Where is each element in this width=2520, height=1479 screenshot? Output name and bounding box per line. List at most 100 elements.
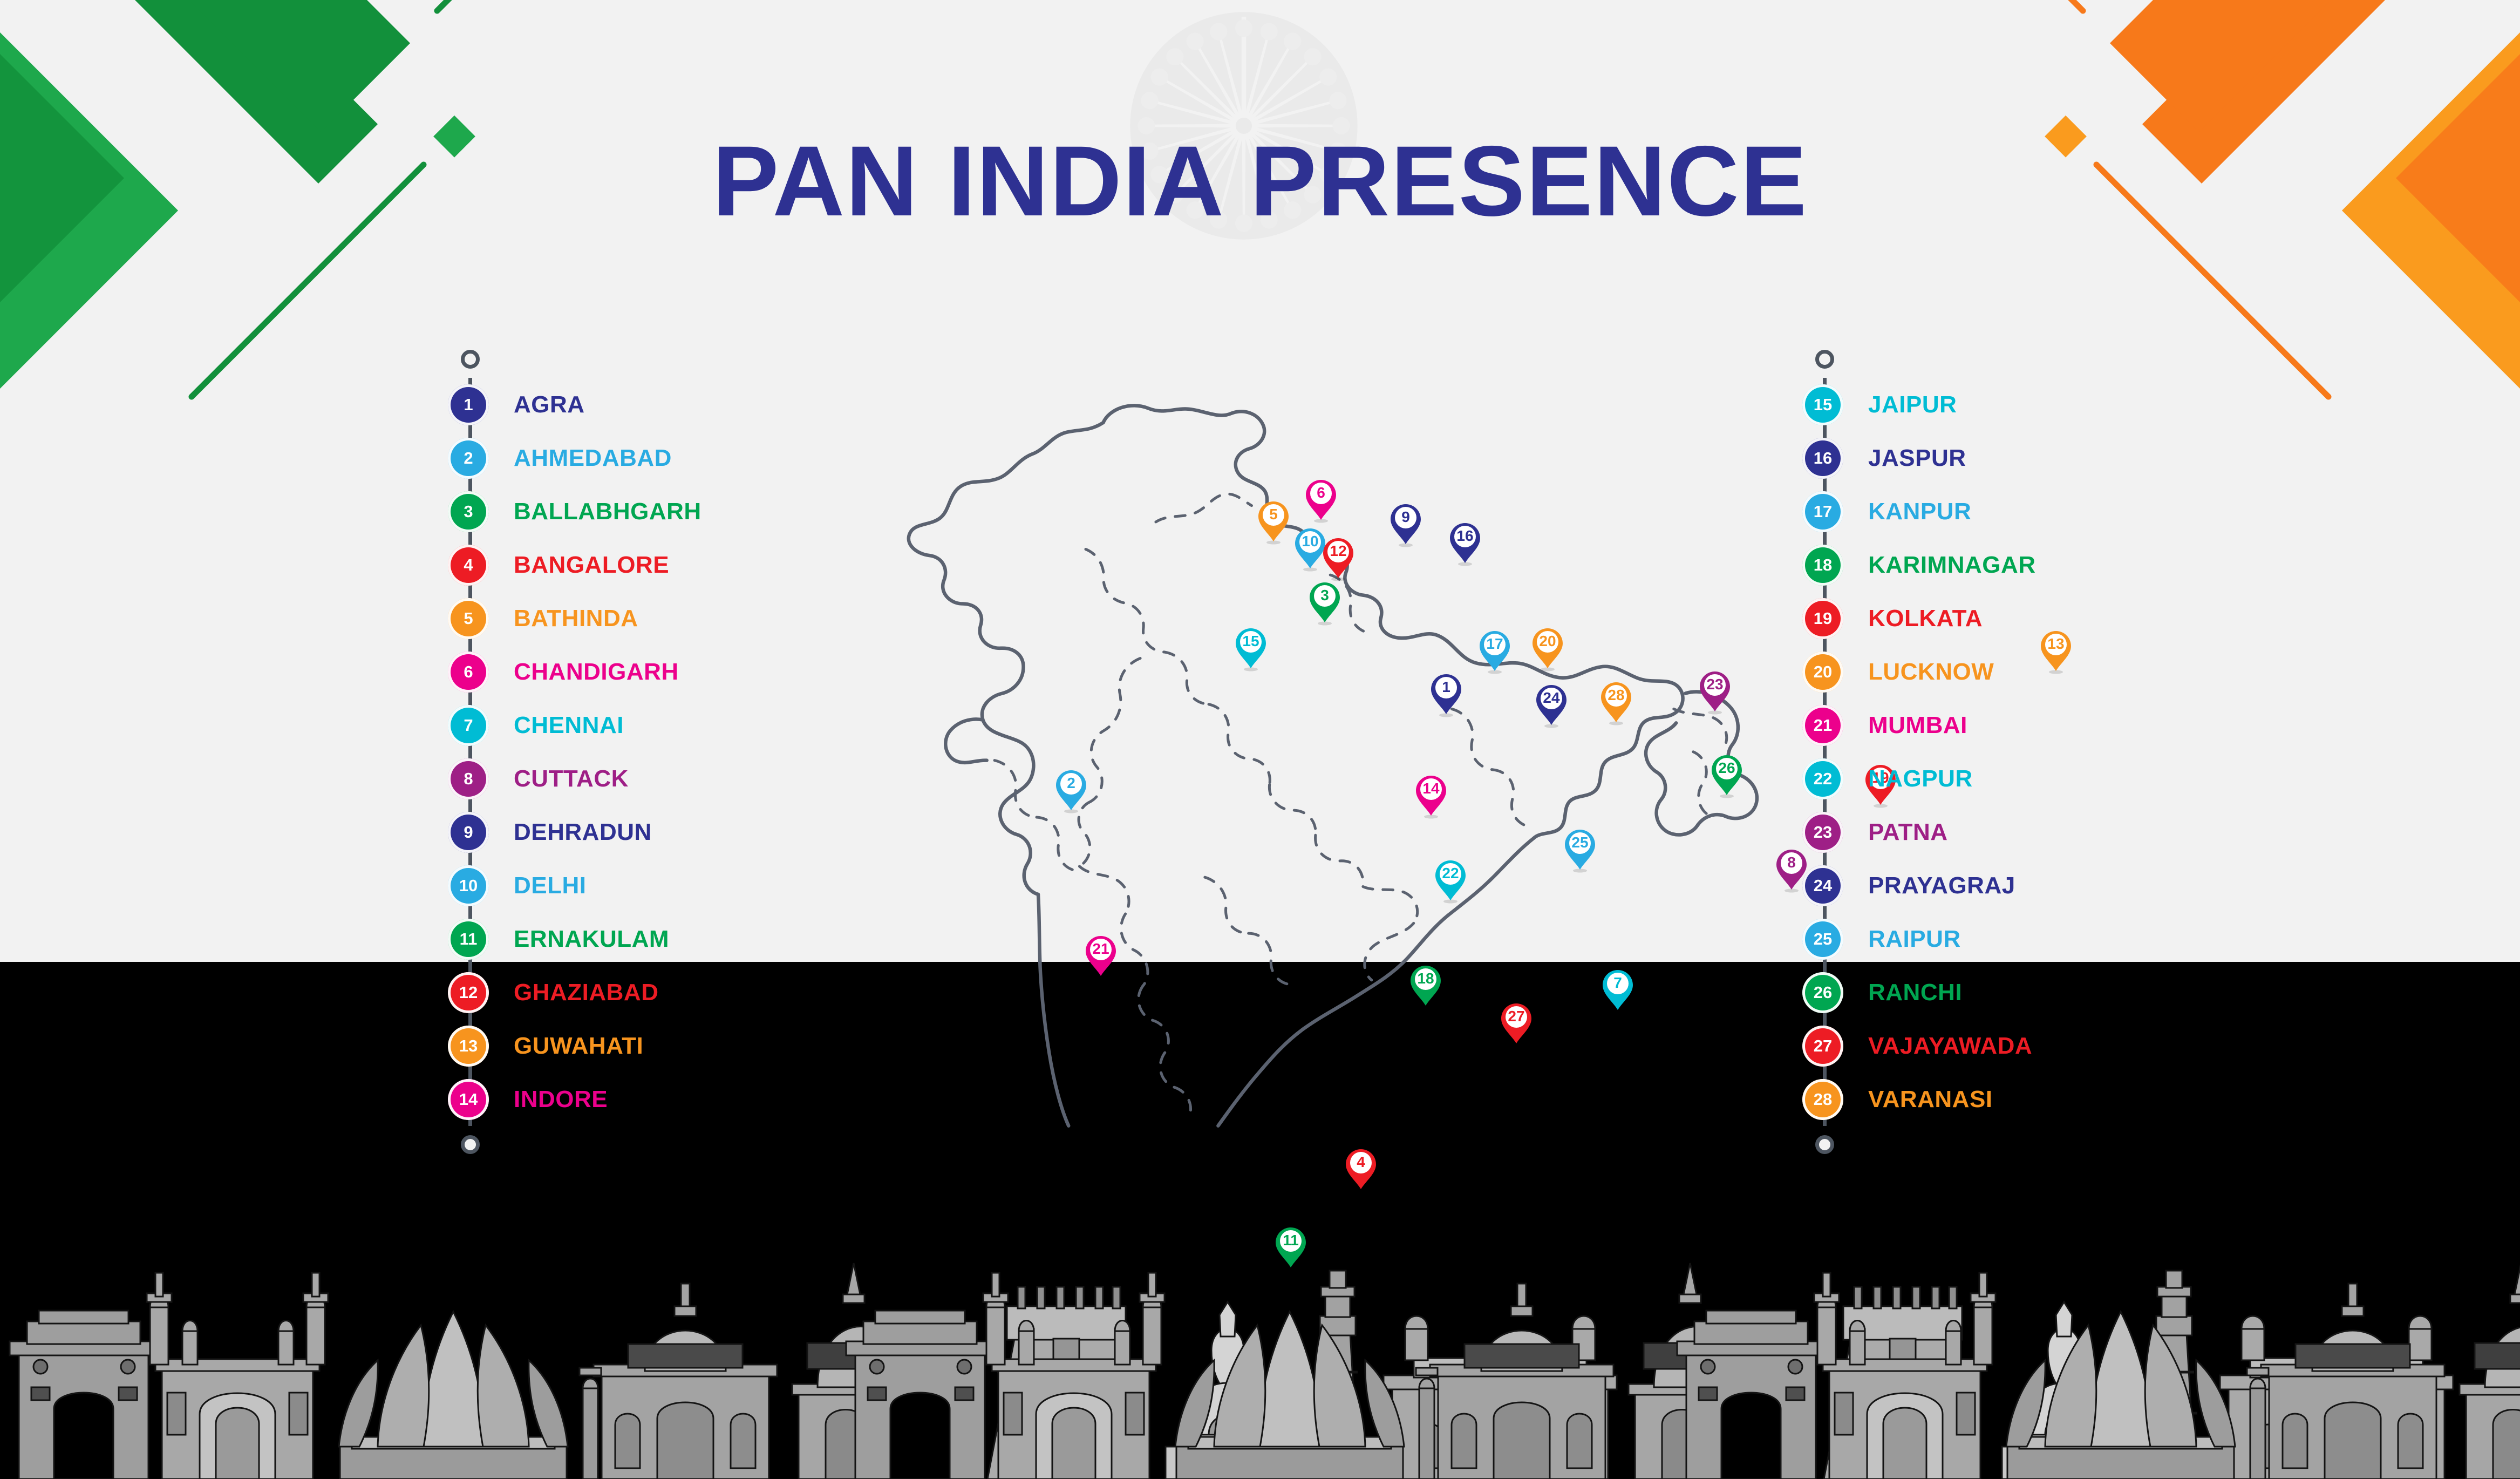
- city-label: JAIPUR: [1868, 391, 1957, 418]
- list-item[interactable]: 12 GHAZIABAD: [448, 966, 934, 1019]
- map-pin-number: 16: [1456, 527, 1474, 544]
- city-label: RAIPUR: [1868, 925, 1961, 952]
- map-pin[interactable]: 15: [1234, 627, 1268, 672]
- list-item[interactable]: 17 KANPUR: [1802, 485, 2288, 538]
- map-pin[interactable]: 1: [1429, 673, 1463, 718]
- timeline-cap-top-left: [461, 350, 480, 369]
- list-item[interactable]: 28 VARANASI: [1802, 1073, 2288, 1126]
- map-pin[interactable]: 11: [1274, 1226, 1307, 1271]
- list-item[interactable]: 6 CHANDIGARH: [448, 645, 934, 698]
- map-pin-number: 23: [1706, 676, 1724, 693]
- city-label: BATHINDA: [514, 605, 638, 632]
- list-item[interactable]: 3 BALLABHGARH: [448, 485, 934, 538]
- city-label: CHENNAI: [514, 711, 624, 738]
- city-label: BANGALORE: [514, 551, 670, 578]
- timeline-cap-bottom-right: [1815, 1135, 1834, 1154]
- city-list-left: 1 AGRA 2 AHMEDABAD 3 BALLABHGARH 4 BANGALORE 5 BA…: [448, 350, 934, 1154]
- city-label: MUMBAI: [1868, 711, 1967, 738]
- list-item[interactable]: 2 AHMEDABAD: [448, 431, 934, 485]
- map-pin-number: 13: [2047, 635, 2065, 652]
- map-pin[interactable]: 12: [1322, 537, 1355, 582]
- map-pin-number: 14: [1422, 780, 1440, 797]
- list-item[interactable]: 8 CUTTACK: [448, 752, 934, 805]
- list-item[interactable]: 14 INDORE: [448, 1073, 934, 1126]
- map-pin[interactable]: 27: [1500, 1002, 1533, 1047]
- list-item[interactable]: 27 VAJAYAWADA: [1802, 1019, 2288, 1073]
- city-label: AHMEDABAD: [514, 444, 672, 471]
- ashoka-chakra-icon: [1128, 10, 1360, 242]
- list-item[interactable]: 13 GUWAHATI: [448, 1019, 934, 1073]
- map-pin-number: 25: [1571, 834, 1589, 851]
- map-pin[interactable]: 26: [1710, 754, 1743, 799]
- map-pin[interactable]: 21: [1084, 934, 1118, 980]
- list-item[interactable]: 4 BANGALORE: [448, 538, 934, 592]
- map-pin[interactable]: 17: [1478, 629, 1511, 675]
- map-pin[interactable]: 10: [1293, 527, 1327, 572]
- city-number-badge: 6: [448, 651, 489, 693]
- list-item[interactable]: 24 PRAYAGRAJ: [1802, 859, 2288, 912]
- map-pin[interactable]: 4: [1344, 1148, 1378, 1193]
- list-item[interactable]: 18 KARIMNAGAR: [1802, 538, 2288, 592]
- list-item[interactable]: 22 NAGPUR: [1802, 752, 2288, 805]
- list-item[interactable]: 16 JASPUR: [1802, 431, 2288, 485]
- list-item[interactable]: 25 RAIPUR: [1802, 912, 2288, 966]
- timeline-cap-top-right: [1815, 350, 1834, 369]
- map-pin[interactable]: 19: [1864, 763, 1897, 809]
- city-number-badge: 12: [448, 972, 489, 1013]
- map-pin[interactable]: 14: [1414, 774, 1448, 819]
- map-pin[interactable]: 13: [2039, 629, 2073, 675]
- list-item[interactable]: 10 DELHI: [448, 859, 934, 912]
- map-pin[interactable]: 6: [1304, 478, 1338, 524]
- city-number-badge: 23: [1802, 811, 1843, 853]
- city-number-badge: 28: [1802, 1078, 1843, 1120]
- list-item[interactable]: 21 MUMBAI: [1802, 698, 2288, 752]
- city-number-badge: 24: [1802, 865, 1843, 906]
- city-label: VAJAYAWADA: [1868, 1032, 2033, 1059]
- timeline-rail-right: [1823, 378, 1827, 1126]
- map-pin[interactable]: 7: [1601, 968, 1634, 1014]
- city-label: LUCKNOW: [1868, 658, 1994, 685]
- map-pin[interactable]: 16: [1448, 521, 1482, 567]
- city-number-badge: 4: [448, 544, 489, 586]
- map-pin[interactable]: 28: [1599, 681, 1633, 726]
- list-item[interactable]: 1 AGRA: [448, 378, 934, 431]
- city-number-badge: 18: [1802, 544, 1843, 586]
- map-pin[interactable]: 25: [1563, 828, 1597, 873]
- list-item[interactable]: 23 PATNA: [1802, 805, 2288, 859]
- city-number-badge: 9: [448, 811, 489, 853]
- city-label: GHAZIABAD: [514, 979, 659, 1006]
- city-number-badge: 10: [448, 865, 489, 906]
- list-item[interactable]: 19 KOLKATA: [1802, 592, 2288, 645]
- map-pin[interactable]: 9: [1389, 503, 1422, 548]
- city-number-badge: 27: [1802, 1025, 1843, 1067]
- city-number-badge: 2: [448, 437, 489, 479]
- map-pin[interactable]: 2: [1054, 769, 1088, 814]
- map-pin-number: 7: [1613, 974, 1622, 991]
- list-item[interactable]: 15 JAIPUR: [1802, 378, 2288, 431]
- map-pin[interactable]: 5: [1257, 500, 1290, 545]
- city-number-badge: 20: [1802, 651, 1843, 693]
- map-pin-number: 27: [1508, 1008, 1525, 1025]
- map-pin-number: 18: [1417, 970, 1434, 987]
- map-pin[interactable]: 3: [1308, 581, 1341, 626]
- map-pin[interactable]: 8: [1775, 848, 1808, 893]
- map-pin[interactable]: 18: [1409, 964, 1442, 1009]
- city-label: RANCHI: [1868, 979, 1963, 1006]
- map-pin-number: 2: [1067, 775, 1075, 791]
- list-item[interactable]: 11 ERNAKULAM: [448, 912, 934, 966]
- city-number-badge: 15: [1802, 384, 1843, 425]
- map-pin[interactable]: 23: [1698, 670, 1732, 715]
- map-pin-number: 5: [1269, 506, 1278, 523]
- map-pin[interactable]: 20: [1531, 627, 1564, 672]
- list-item[interactable]: 9 DEHRADUN: [448, 805, 934, 859]
- list-item[interactable]: 7 CHENNAI: [448, 698, 934, 752]
- map-pin[interactable]: 24: [1535, 683, 1568, 729]
- city-label: NAGPUR: [1868, 765, 1973, 792]
- map-pin[interactable]: 22: [1434, 859, 1467, 904]
- city-label: BALLABHGARH: [514, 498, 701, 525]
- list-item[interactable]: 26 RANCHI: [1802, 966, 2288, 1019]
- city-number-badge: 26: [1802, 972, 1843, 1013]
- list-item[interactable]: 5 BATHINDA: [448, 592, 934, 645]
- list-item[interactable]: 20 LUCKNOW: [1802, 645, 2288, 698]
- map-pin-number: 11: [1283, 1232, 1299, 1249]
